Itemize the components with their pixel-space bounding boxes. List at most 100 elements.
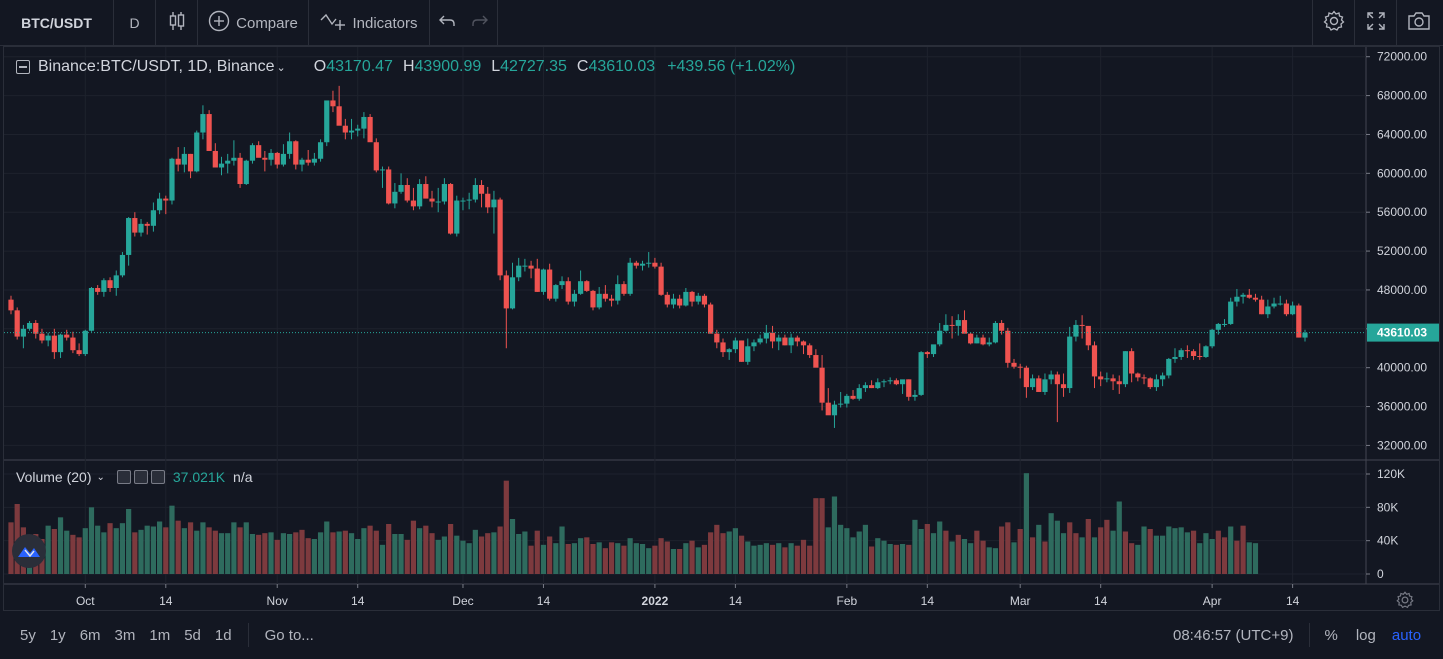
price-tick-label: 36000.00 [1377,400,1427,414]
clock-time[interactable]: 08:46:57 (UTC+9) [1173,626,1294,644]
chart-style-button[interactable] [156,0,198,46]
volume-bar [875,538,881,574]
visibility-eye-icon[interactable] [116,470,131,484]
undo-button[interactable] [432,0,462,46]
volume-bar [899,544,906,574]
series-title[interactable]: Binance:BTC/USDT, 1D, Binance [38,58,275,75]
range-5d-button[interactable]: 5d [184,626,201,644]
log-toggle[interactable]: log [1355,626,1376,644]
tradingview-logo[interactable] [12,534,46,568]
snapshot-button[interactable] [1396,0,1440,46]
chart-container[interactable]: 72000.00 68000.00 64000.00 60000.00 56000.00… [3,46,1440,611]
volume-title[interactable]: Volume (20) [16,469,92,485]
volume-bar [584,537,590,574]
symbol-search-button[interactable]: BTC/USDT [0,0,114,46]
candle-body [838,403,844,405]
volume-bar [423,525,429,574]
candle-body [1036,378,1042,392]
settings-small-icon[interactable] [133,470,148,484]
candle-body [342,125,348,133]
collapse-legend-icon[interactable] [16,60,30,74]
candle-body [1277,303,1283,305]
volume-bar [485,533,491,574]
last-price-badge [1367,323,1439,342]
axis-settings-button[interactable] [1396,591,1414,609]
volume-bar [540,544,547,574]
candle-body [1085,325,1091,346]
price-tick-label: 68000.00 [1377,89,1427,103]
candle-body [540,269,547,292]
range-1d-button[interactable]: 1d [214,626,232,644]
candle-body [590,290,596,308]
range-1y-button[interactable]: 1y [49,626,66,644]
candle-body [435,201,441,203]
price-tick-label: 52000.00 [1377,244,1427,258]
volume-bar [1110,530,1116,574]
volume-bar [924,524,930,574]
series-title-chevron-icon[interactable]: ⌄ [276,61,286,74]
volume-bar [800,539,807,574]
candle-body [249,145,256,161]
redo-button[interactable] [462,0,498,46]
volume-bar [1159,535,1166,574]
fullscreen-button[interactable] [1354,0,1396,46]
candle-body [1116,381,1122,385]
range-5y-button[interactable]: 5y [20,626,36,644]
volume-bar [1104,519,1110,574]
candle-body [243,160,249,185]
volume-bar [1116,501,1122,574]
candle-body [899,379,906,385]
auto-toggle[interactable]: auto [1391,626,1422,644]
goto-button[interactable]: Go to... [264,626,314,644]
range-1m-button[interactable]: 1m [149,626,171,644]
candle-body [212,150,218,168]
candle-body [1271,303,1277,307]
volume-bar [119,523,126,574]
candle-body [287,141,293,154]
candle-body [887,380,893,382]
candle-body [1190,351,1197,357]
candle-body [937,330,943,345]
candle-body [1091,345,1098,377]
volume-bar [850,537,856,574]
candle-body [181,153,187,165]
candle-body [1252,297,1259,300]
indicators-button[interactable]: Indicators [309,0,430,46]
volume-bar [410,520,417,574]
candle-body [683,291,689,306]
time-tick-label: 14 [351,594,365,608]
settings-button[interactable] [1312,0,1354,46]
candle-body [156,198,163,211]
range-6m-button[interactable]: 6m [79,626,101,644]
volume-bar [8,522,14,574]
volume-bar [256,534,262,574]
candle-body [757,338,763,343]
candle-body [169,158,175,201]
candle-body [497,199,503,276]
candle-body [1178,350,1184,357]
volume-bar [1067,522,1073,574]
range-3m-button[interactable]: 3m [114,626,136,644]
volume-bar [1252,543,1259,574]
candle-body [1166,358,1172,376]
candle-body [1104,378,1110,380]
time-tick-label: Mar [1010,594,1031,608]
volume-chevron-icon[interactable]: ⌄ [96,471,105,483]
volume-bar [447,524,454,574]
candle-body [311,158,317,163]
volume-bar [441,536,447,574]
candle-body [1011,362,1017,367]
candle-body [423,184,429,199]
volume-bar [943,530,949,574]
volume-bar [757,544,763,574]
volume-bar [1221,537,1228,574]
compare-button[interactable]: Compare [198,0,309,46]
volume-bar [565,544,571,574]
candle-body [893,380,899,385]
volume-bar [113,528,119,574]
volume-tick-label: 80K [1377,500,1398,514]
remove-close-icon[interactable] [150,470,165,484]
interval-button[interactable]: D [114,0,156,46]
chart-canvas[interactable]: 72000.00 68000.00 64000.00 60000.00 56000.00… [4,47,1439,610]
percent-toggle[interactable]: % [1324,626,1338,644]
